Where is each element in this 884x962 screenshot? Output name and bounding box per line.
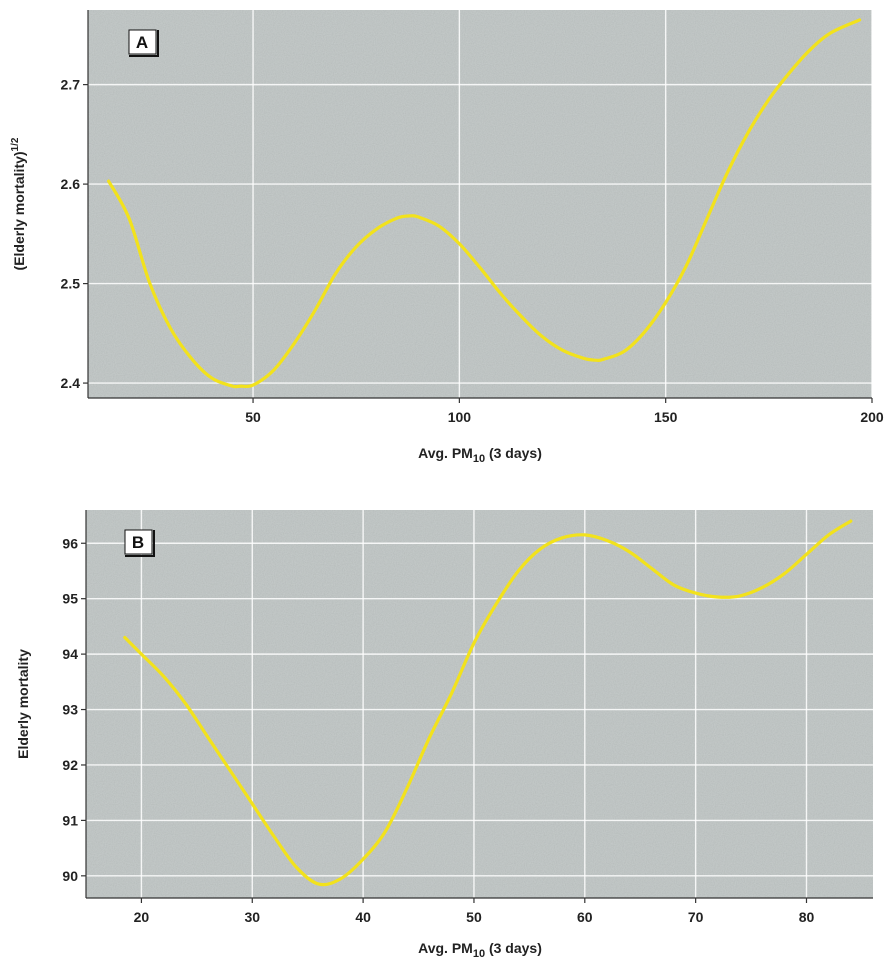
panel-a-y-tick-label: 2.4 [61,375,81,391]
panel-b-y-tick-label: 93 [62,702,78,718]
panel-b-y-ticks: 90 91 92 93 94 95 96 [62,535,86,884]
panel-b-texture [86,510,873,898]
panel-a: 50 100 150 200 2.4 2.5 2.6 2.7 A Avg. PM10 (3 … [10,10,884,465]
panel-a-x-tick-label: 100 [448,409,472,425]
panel-a-y-axis-label: (Elderly mortality)1/2 [10,137,27,270]
panel-b-x-tick-label: 40 [355,909,371,925]
panel-a-series-line [107,18,862,389]
panel-b-y-tick-label: 94 [62,646,78,662]
panel-b-x-tick-label: 70 [688,909,704,925]
panel-a-x-axis-label: Avg. PM10 (3 days) [418,445,542,465]
panel-a-texture [88,10,872,398]
panel-a-letter-box: A [128,29,159,57]
panel-a-y-tick-label: 2.5 [61,276,81,292]
panel-a-y-ticks: 2.4 2.5 2.6 2.7 [61,77,88,391]
panel-b-x-tick-label: 30 [244,909,260,925]
panel-b-x-tick-label: 80 [799,909,815,925]
panel-b-y-tick-label: 91 [62,812,78,828]
panel-b-letter-box: B [124,529,155,557]
panel-b-series-line [123,519,853,887]
panel-b-y-tick-label: 92 [62,757,78,773]
panel-b-y-tick-label: 96 [62,535,78,551]
panel-b-x-tick-label: 50 [466,909,482,925]
panel-a-gridlines [88,10,873,398]
panel-a-x-ticks: 50 100 150 200 [245,398,884,425]
panel-a-y-tick-label: 2.7 [61,77,81,93]
panel-b-x-axis-label: Avg. PM10 (3 days) [418,940,542,960]
panel-b-x-ticks: 20 30 40 50 60 70 80 [134,898,815,925]
panel-a-letter: A [136,33,148,52]
panel-b: 20 30 40 50 60 70 80 90 91 92 93 94 95 96 B Avg. PM1… [15,510,873,960]
panel-a-y-tick-label: 2.6 [61,176,81,192]
panel-b-y-tick-label: 95 [62,591,78,607]
panel-b-y-axis-label: Elderly mortality [15,649,31,759]
panel-a-x-tick-label: 200 [860,409,884,425]
panel-b-y-tick-label: 90 [62,868,78,884]
panel-a-x-tick-label: 150 [654,409,678,425]
panel-b-x-tick-label: 20 [134,909,150,925]
panel-a-x-tick-label: 50 [245,409,261,425]
panel-b-letter: B [132,533,144,552]
panel-b-gridlines [86,510,873,898]
panel-b-x-tick-label: 60 [577,909,593,925]
